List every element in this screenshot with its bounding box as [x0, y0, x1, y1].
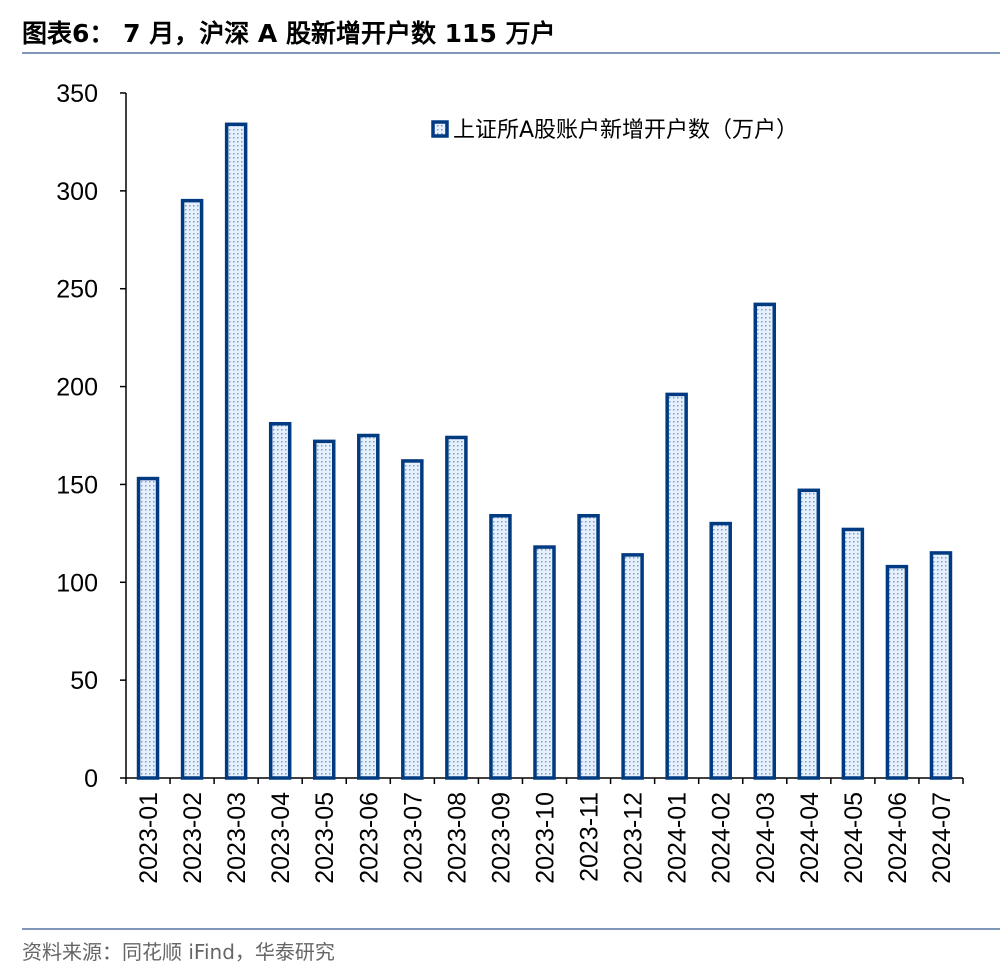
x-tick-label: 2023-08 — [443, 792, 471, 884]
bar-2023-08 — [445, 435, 468, 780]
bar-2024-05 — [841, 527, 865, 780]
y-tick-label: 100 — [56, 569, 98, 597]
y-tick-label: 250 — [56, 276, 98, 304]
bar-2023-06 — [357, 433, 380, 780]
x-tick-label: 2024-03 — [752, 792, 780, 884]
x-tick-label: 2024-06 — [884, 792, 912, 884]
x-tick-label: 2023-12 — [620, 792, 648, 884]
bar-2023-11 — [577, 513, 600, 780]
bar-2024-07 — [929, 551, 953, 780]
x-tick-label: 2023-06 — [355, 792, 383, 884]
bottom-divider — [22, 928, 1000, 930]
bar-2024-02 — [709, 521, 732, 780]
y-tick-label: 50 — [70, 667, 98, 695]
x-tick-label: 2023-02 — [179, 792, 207, 884]
top-divider — [22, 52, 1000, 54]
x-tick-label: 2024-04 — [796, 792, 824, 884]
bar-2023-10 — [533, 545, 556, 780]
bars — [136, 122, 953, 780]
bar-2023-03 — [224, 122, 248, 780]
legend: 上证所A股账户新增开户数（万户） — [431, 118, 798, 143]
y-tick-label: 150 — [56, 471, 98, 499]
x-tick-label: 2023-05 — [311, 792, 339, 884]
y-axis: 0 50 100 150 200 250 300 350 — [56, 80, 127, 793]
source-note: 资料来源：同花顺 iFind，华泰研究 — [22, 940, 335, 964]
bar-2024-04 — [797, 488, 821, 780]
bar-2023-01 — [136, 476, 160, 780]
figure-title: 图表6： 7 月，沪深 A 股新增开户数 115 万户 — [22, 19, 556, 48]
x-tick-label: 2023-11 — [576, 792, 604, 882]
legend-label: 上证所A股账户新增开户数（万户） — [453, 118, 798, 143]
x-tick-label: 2023-04 — [267, 792, 295, 884]
x-tick-label: 2023-01 — [135, 792, 163, 884]
bar-2023-09 — [489, 513, 512, 780]
y-tick-label: 300 — [56, 178, 98, 206]
bar-2023-05 — [312, 439, 336, 780]
bar-2024-06 — [885, 564, 909, 780]
y-tick-label: 350 — [56, 80, 98, 108]
x-tick-label: 2024-02 — [708, 792, 736, 884]
bar-2023-02 — [180, 198, 204, 780]
y-tick-label: 200 — [56, 374, 98, 402]
x-tick-label: 2023-07 — [399, 792, 427, 884]
bar-2023-12 — [621, 553, 644, 780]
x-tick-label: 2024-05 — [840, 792, 868, 884]
x-tick-label: 2024-07 — [928, 792, 956, 884]
y-tick-label: 0 — [84, 765, 98, 793]
x-axis: 2023-01 2023-02 2023-03 2023-04 2023-05 2023-… — [125, 777, 964, 884]
bar-2023-07 — [401, 459, 424, 780]
bar-2024-03 — [753, 302, 777, 780]
x-tick-label: 2023-09 — [487, 792, 515, 884]
bar-2023-04 — [268, 422, 292, 780]
x-tick-label: 2023-10 — [532, 792, 560, 884]
bar-2024-01 — [665, 392, 688, 780]
x-tick-label: 2024-01 — [664, 792, 692, 884]
legend-swatch — [431, 120, 449, 138]
x-tick-label: 2023-03 — [223, 792, 251, 884]
